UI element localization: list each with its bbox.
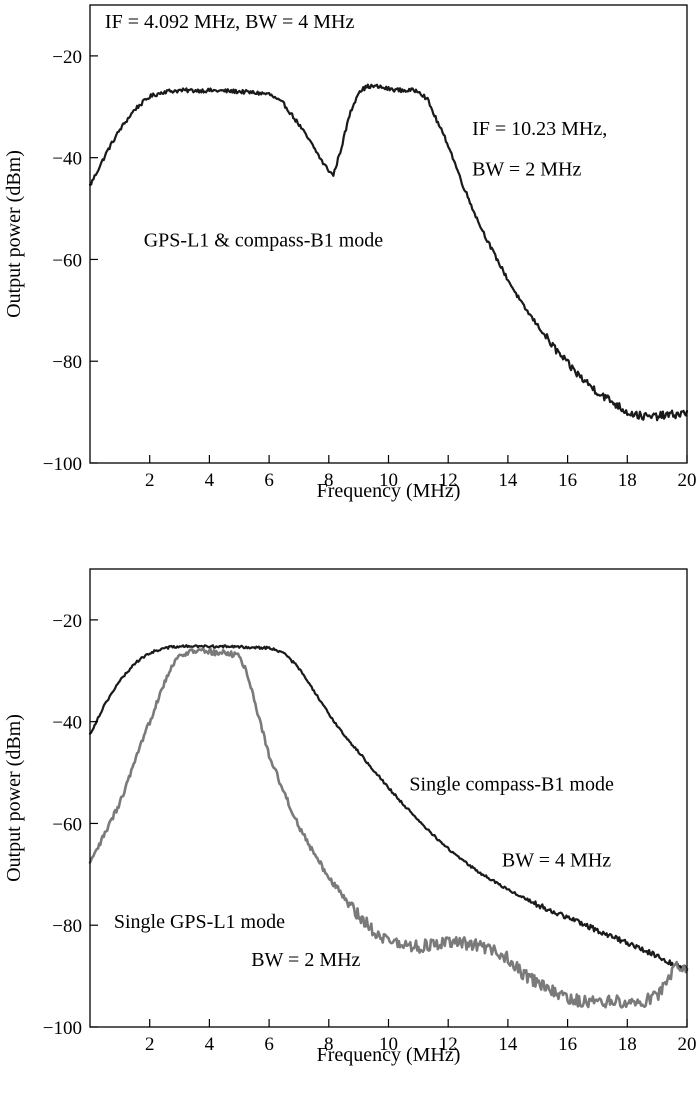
- annotation-label: BW = 2 MHz: [472, 158, 581, 180]
- x-tick-label: 16: [558, 1034, 577, 1055]
- x-tick-label: 10: [379, 470, 398, 491]
- x-tick-label: 12: [439, 1034, 458, 1055]
- x-tick-label: 4: [205, 1034, 215, 1055]
- x-tick-label: 14: [498, 1034, 518, 1055]
- x-tick-label: 16: [558, 470, 577, 491]
- y-tick-label: −80: [52, 916, 82, 937]
- y-tick-label: −60: [52, 250, 82, 271]
- y-tick-label: −80: [52, 352, 82, 373]
- annotation-label: BW = 2 MHz: [251, 949, 360, 971]
- x-tick-label: 10: [379, 1034, 398, 1055]
- plot-frame: [89, 568, 688, 1028]
- x-tick-label: 20: [678, 470, 697, 491]
- y-axis-title: Output power (dBm): [3, 714, 25, 882]
- top-panel: 2 4 6 8 10 12 14 16 18 20 −100 −80 −60 −40 −20 Frequenc…: [3, 4, 697, 502]
- y-tick-label: −40: [52, 149, 82, 170]
- series-line-1: [88, 644, 689, 972]
- annotation-label: BW = 4 MHz: [502, 850, 611, 872]
- y-tick-label: −100: [43, 1018, 82, 1039]
- x-tick-label: 2: [145, 470, 155, 491]
- x-tick-label: 6: [264, 1034, 274, 1055]
- x-tick-label: 18: [618, 470, 637, 491]
- y-tick-label: −100: [43, 454, 82, 475]
- x-axis-title: Frequency (MHz): [317, 1044, 461, 1066]
- series-group: [88, 644, 689, 1009]
- y-tick-label: −20: [52, 611, 82, 632]
- x-tick-label: 12: [439, 470, 458, 491]
- x-axis-title: Frequency (MHz): [317, 480, 461, 502]
- y-tick-label: −60: [52, 814, 82, 835]
- bottom-panel: 2 4 6 8 10 12 14 16 18 20 −100 −80 −60 −40 −20 Frequenc…: [3, 568, 697, 1066]
- annotation-label: Single GPS-L1 mode: [114, 911, 285, 933]
- x-tick-label: 2: [145, 1034, 155, 1055]
- y-tick-label: −40: [52, 713, 82, 734]
- x-tick-label: 6: [264, 470, 274, 491]
- x-tick-label: 14: [498, 470, 518, 491]
- x-tick-label: 8: [324, 470, 334, 491]
- y-tick-label: −20: [52, 47, 82, 68]
- x-tick-label: 20: [678, 1034, 697, 1055]
- annotation-label: GPS-L1 & compass-B1 mode: [144, 230, 384, 252]
- series-line-1: [88, 83, 689, 422]
- x-tick-label: 4: [205, 470, 215, 491]
- series-group: [88, 83, 689, 422]
- annotation-label: IF = 4.092 MHz, BW = 4 MHz: [105, 11, 355, 33]
- x-tick-label: 18: [618, 1034, 637, 1055]
- annotation-label: IF = 10.23 MHz,: [472, 118, 607, 140]
- series-line-2: [88, 647, 689, 1009]
- y-axis-title: Output power (dBm): [3, 150, 25, 318]
- x-tick-label: 8: [324, 1034, 334, 1055]
- annotation-label: Single compass-B1 mode: [409, 773, 614, 795]
